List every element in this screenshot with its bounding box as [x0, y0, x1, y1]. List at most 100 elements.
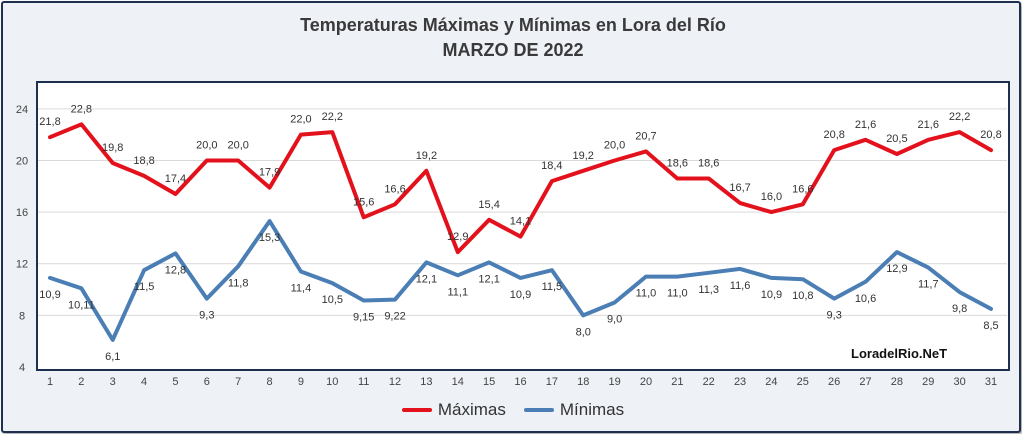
data-label-maximas: 16,7 [729, 182, 750, 194]
data-label-minimas: 9,15 [353, 312, 374, 324]
data-label-minimas: 12,8 [165, 264, 186, 276]
data-label-maximas: 16,0 [761, 191, 782, 203]
data-label-minimas: 11,0 [636, 288, 657, 300]
x-tick-label: 8 [267, 376, 273, 388]
data-label-maximas: 18,6 [698, 158, 719, 170]
x-tick-label: 10 [326, 376, 338, 388]
x-tick-label: 6 [204, 376, 210, 388]
data-label-minimas: 11,3 [698, 284, 719, 296]
data-label-minimas: 9,8 [952, 303, 967, 315]
data-label-maximas: 21,8 [39, 116, 60, 128]
legend-label-minimas: Mínimas [559, 400, 625, 419]
y-tick-label: 8 [19, 310, 25, 322]
series-line-minimas [48, 219, 993, 342]
x-tick-label: 27 [859, 376, 871, 388]
watermark: LoradelRio.NeT [851, 346, 948, 361]
data-label-minimas: 15,3 [259, 232, 280, 244]
x-tick-label: 16 [514, 376, 526, 388]
x-tick-label: 9 [298, 376, 304, 388]
data-label-maximas: 22,0 [290, 114, 311, 126]
x-tick-label: 29 [922, 376, 934, 388]
data-label-minimas: 11,0 [667, 288, 688, 300]
x-tick-label: 22 [703, 376, 715, 388]
x-tick-label: 19 [608, 376, 620, 388]
x-tick-label: 26 [828, 376, 840, 388]
x-tick-label: 25 [797, 376, 809, 388]
data-label-minimas: 12,9 [886, 263, 907, 275]
data-label-maximas: 16,6 [792, 183, 813, 195]
data-label-maximas: 17,9 [259, 167, 280, 179]
x-tick-label: 30 [954, 376, 966, 388]
x-tick-label: 17 [546, 376, 558, 388]
legend-swatch-maximas [401, 408, 432, 412]
legend-item-minimas: Mínimas [523, 400, 625, 420]
data-label-minimas: 11,1 [447, 286, 468, 298]
data-label-maximas: 17,4 [165, 173, 186, 185]
x-tick-label: 24 [765, 376, 777, 388]
data-label-maximas: 20,8 [823, 129, 844, 141]
x-tick-label: 13 [420, 376, 432, 388]
series-line-maximas [48, 122, 993, 255]
data-label-minimas: 9,22 [384, 311, 405, 323]
y-tick-label: 12 [16, 259, 28, 271]
data-label-maximas: 22,8 [71, 103, 92, 115]
data-label-minimas: 6,1 [105, 351, 120, 363]
data-label-minimas: 11,5 [134, 281, 155, 293]
data-label-minimas: 12,1 [478, 273, 499, 285]
data-label-maximas: 20,0 [196, 139, 217, 151]
data-label-minimas: 10,6 [855, 293, 876, 305]
legend-label-maximas: Máximas [437, 400, 506, 419]
x-tick-label: 15 [483, 376, 495, 388]
data-label-maximas: 19,2 [416, 150, 437, 162]
legend-swatch-minimas [523, 408, 554, 412]
data-label-minimas: 10,5 [322, 294, 343, 306]
legend: Máximas Mínimas [3, 400, 1022, 420]
data-label-maximas: 19,2 [573, 150, 594, 162]
x-tick-label: 31 [985, 376, 997, 388]
x-tick-label: 1 [47, 376, 53, 388]
x-tick-label: 7 [235, 376, 241, 388]
data-label-maximas: 22,2 [949, 111, 970, 123]
data-label-maximas: 18,6 [667, 158, 688, 170]
data-label-maximas: 22,2 [322, 111, 343, 123]
data-label-minimas: 10,9 [39, 289, 60, 301]
data-label-minimas: 10,9 [510, 289, 531, 301]
data-label-maximas: 14,1 [510, 216, 531, 228]
data-label-minimas: 12,1 [416, 273, 437, 285]
x-tick-label: 4 [141, 376, 147, 388]
chart-title: Temperaturas Máximas y Mínimas en Lora d… [300, 15, 726, 35]
legend-item-maximas: Máximas [401, 400, 506, 420]
data-label-maximas: 12,9 [447, 231, 468, 243]
data-label-minimas: 11,6 [730, 280, 751, 292]
y-tick-label: 16 [16, 207, 28, 219]
x-tick-label: 12 [389, 376, 401, 388]
data-label-maximas: 18,4 [541, 160, 562, 172]
data-label-maximas: 15,4 [478, 199, 499, 211]
data-label-maximas: 21,6 [855, 119, 876, 131]
x-tick-label: 21 [671, 376, 683, 388]
x-tick-label: 11 [358, 376, 369, 388]
plot-area [36, 81, 1010, 371]
data-label-maximas: 20,0 [604, 139, 625, 151]
y-tick-label: 24 [16, 104, 28, 116]
data-label-maximas: 18,8 [133, 155, 154, 167]
x-tick-label: 18 [577, 376, 589, 388]
y-tick-label: 20 [16, 155, 28, 167]
data-label-minimas: 9,0 [607, 313, 622, 325]
data-label-maximas: 20,0 [227, 139, 248, 151]
data-label-minimas: 9,3 [199, 310, 214, 322]
x-tick-label: 14 [452, 376, 464, 388]
data-label-maximas: 15,6 [353, 196, 374, 208]
data-label-maximas: 20,7 [635, 130, 656, 142]
data-label-maximas: 19,8 [102, 142, 123, 154]
data-label-minimas: 11,7 [918, 279, 939, 291]
data-label-minimas: 9,3 [827, 310, 842, 322]
data-label-minimas: 10,9 [761, 289, 782, 301]
data-label-maximas: 20,8 [980, 129, 1001, 141]
x-tick-label: 23 [734, 376, 746, 388]
chart-subtitle: MARZO DE 2022 [442, 40, 584, 60]
data-label-minimas: 11,5 [542, 281, 563, 293]
x-tick-label: 3 [110, 376, 116, 388]
